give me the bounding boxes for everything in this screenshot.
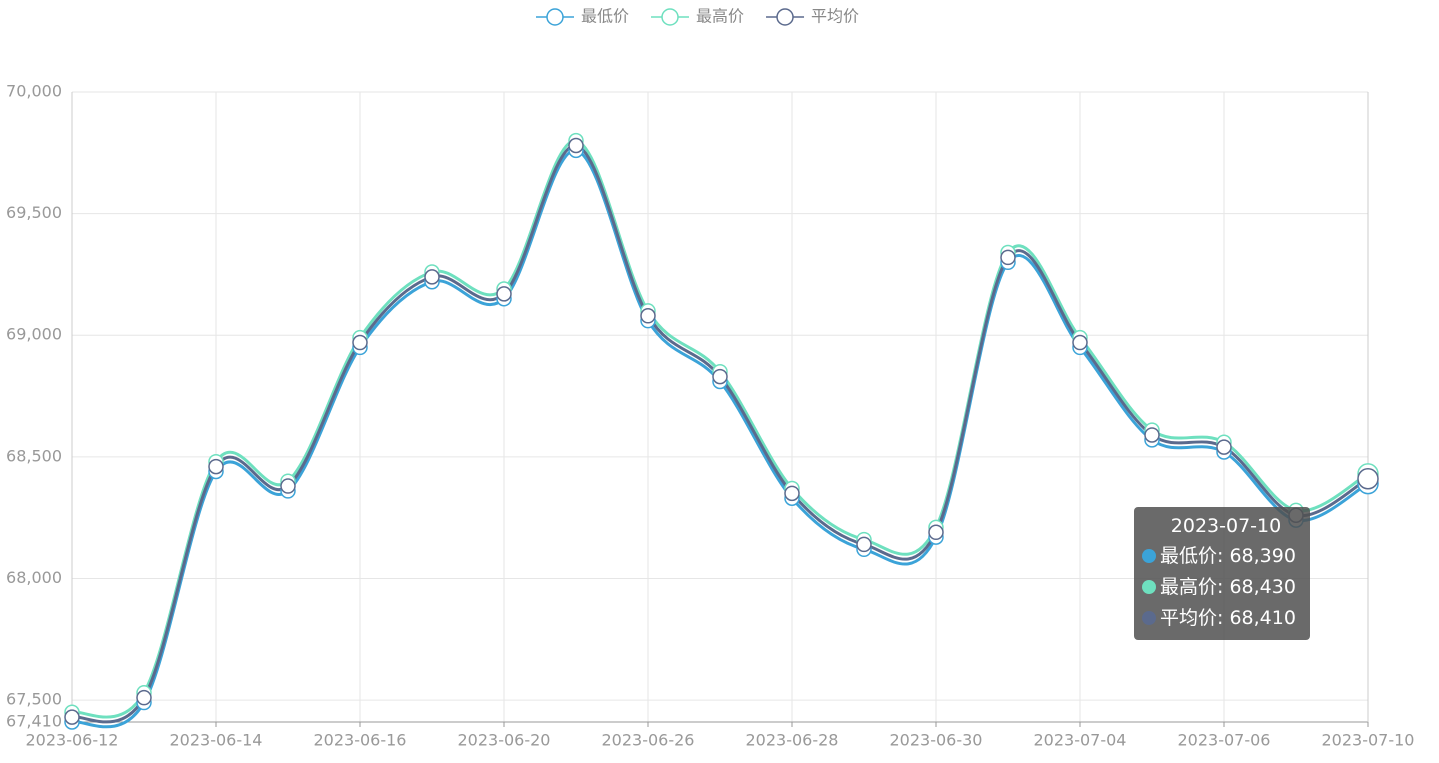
y-tick-label: 68,500 (6, 446, 62, 465)
tooltip-value: 68,430 (1229, 576, 1296, 598)
tooltip-title: 2023-07-10 (1170, 515, 1282, 537)
point (568, 137, 584, 154)
point (352, 334, 368, 351)
y-tick-label: 69,000 (6, 325, 62, 344)
legend-label: 平均价 (811, 7, 859, 26)
point (1072, 334, 1088, 351)
point (784, 485, 800, 502)
series-line (71, 148, 1369, 729)
x-tick-label: 2023-07-04 (1034, 731, 1127, 750)
point (1357, 468, 1379, 490)
tooltip-row: 平均价68,410 (1142, 603, 1310, 634)
point (1144, 427, 1160, 443)
legend-item[interactable]: 平均价 (766, 7, 859, 26)
point (1216, 439, 1232, 455)
tooltip-value: 68,410 (1229, 607, 1296, 629)
point (496, 286, 512, 302)
point (64, 709, 80, 725)
tooltip-row: 最高价68,430 (1142, 572, 1310, 603)
tooltip-name: 平均价 (1160, 607, 1229, 629)
legend-marker (776, 8, 794, 26)
x-tick-label: 2023-06-20 (458, 731, 551, 750)
legend-item[interactable]: 最低价 (536, 7, 629, 26)
x-tick-label: 2023-06-14 (170, 731, 263, 750)
x-tick-label: 2023-07-06 (1178, 731, 1271, 750)
tooltip-dot (1142, 580, 1156, 594)
legend-label: 最高价 (696, 7, 744, 26)
point (1000, 249, 1016, 266)
x-tick-label: 2023-06-16 (314, 731, 407, 750)
tooltip-dot (1142, 611, 1156, 625)
tooltip-name: 最低价 (1160, 545, 1229, 567)
tooltip-dot (1142, 549, 1156, 563)
x-tick-label: 2023-06-28 (746, 731, 839, 750)
tooltip-value: 68,390 (1229, 545, 1296, 567)
tooltip: 2023-07-10最低价68,390最高价68,430平均价68,410 (1134, 507, 1310, 640)
y-tick-label: 67,410 (6, 712, 62, 731)
series-line (71, 139, 1369, 719)
x-tick-label: 2023-06-30 (890, 731, 983, 750)
legend-marker (661, 8, 679, 26)
x-tick-label: 2023-06-12 (26, 731, 119, 750)
x-tick-label: 2023-06-26 (602, 731, 695, 750)
point (712, 368, 728, 385)
y-tick-label: 68,000 (6, 568, 62, 587)
x-tick-label: 2023-07-10 (1322, 731, 1415, 750)
series-line (71, 144, 1369, 724)
point (424, 269, 440, 285)
y-tick-label: 70,000 (6, 82, 62, 101)
tooltip-row: 最低价68,390 (1142, 541, 1310, 572)
point (136, 689, 152, 706)
point (208, 458, 224, 475)
legend-item[interactable]: 最高价 (651, 7, 744, 26)
point (856, 536, 872, 553)
legend: 最低价 最高价 平均价 (536, 7, 859, 26)
point (640, 308, 656, 324)
point (928, 524, 944, 541)
y-tick-label: 69,500 (6, 203, 62, 222)
legend-label: 最低价 (581, 7, 629, 26)
y-tick-label: 67,500 (6, 690, 62, 709)
tooltip-name: 最高价 (1160, 576, 1229, 598)
legend-marker (546, 8, 564, 26)
point (280, 478, 296, 494)
